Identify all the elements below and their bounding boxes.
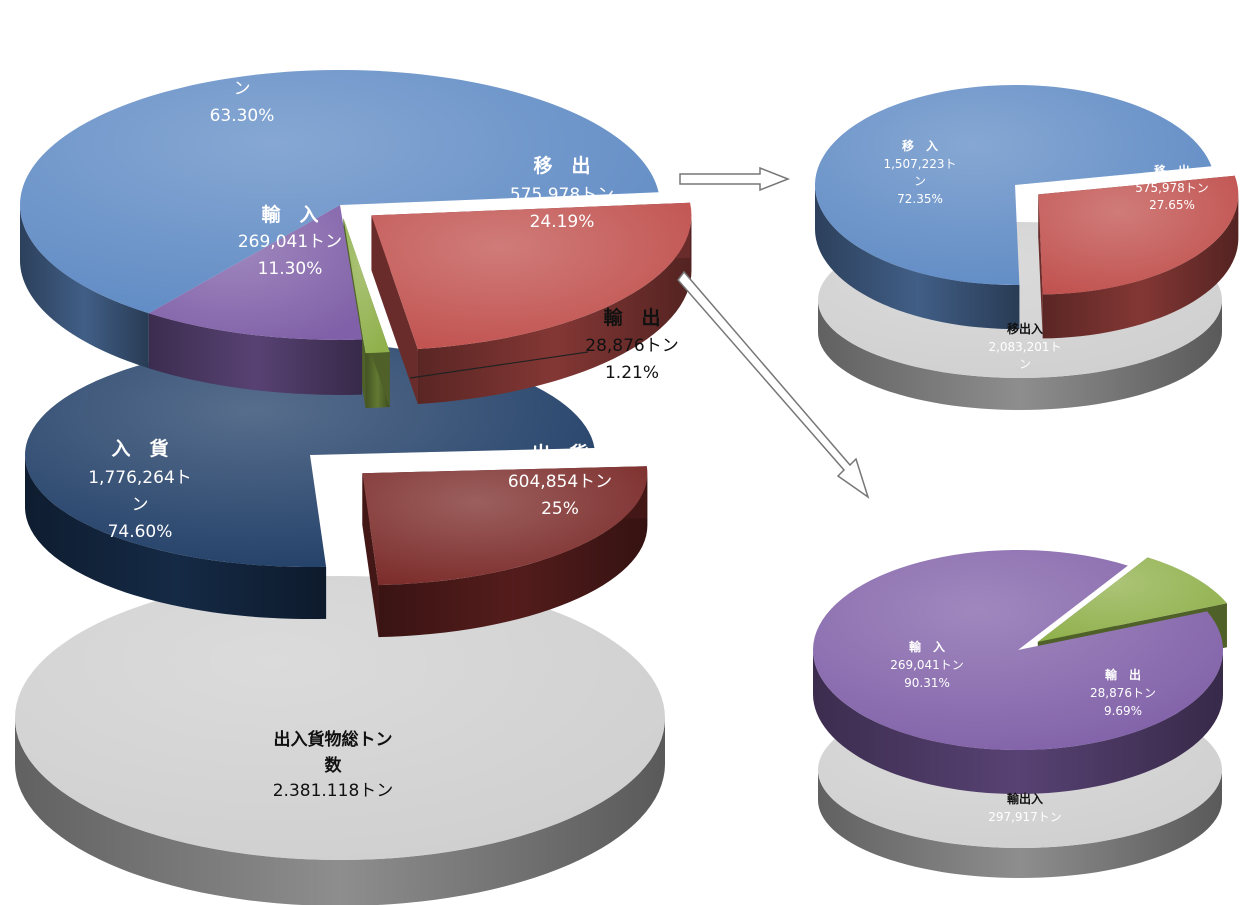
pie-shine — [814, 84, 1212, 286]
svg-text:269,041トン: 269,041トン — [238, 232, 342, 252]
svg-text:575,978トン: 575,978トン — [1135, 181, 1209, 195]
pie-side-shade — [1042, 194, 1239, 339]
svg-text:1,507,223ト: 1,507,223ト — [190, 51, 294, 71]
svg-text:575,978トン: 575,978トン — [510, 185, 614, 205]
pie-side-shade — [148, 313, 363, 395]
svg-text:9.69%: 9.69% — [1104, 704, 1142, 718]
svg-text:90.31%: 90.31% — [904, 676, 950, 690]
svg-text:72.35%: 72.35% — [897, 192, 943, 206]
pie-side-shade — [818, 300, 1222, 410]
pie-shine — [20, 70, 659, 314]
svg-text:輸 入: 輸 入 — [909, 639, 945, 654]
pie-side-shade — [818, 770, 1222, 878]
svg-text:輸 出: 輸 出 — [1105, 667, 1141, 682]
svg-text:移出入: 移出入 — [1007, 321, 1043, 336]
label-for-in: 輸 入 269,041トン 90.31% — [890, 639, 964, 690]
svg-text:2.381.118トン: 2.381.118トン — [273, 781, 394, 801]
pie-side-shade — [378, 473, 648, 638]
pie-shine — [1038, 175, 1239, 295]
pie-cut-out_domestic — [1038, 194, 1043, 339]
export-leader-line — [409, 351, 589, 379]
svg-text:出入貨物総トン: 出入貨物総トン — [274, 729, 393, 750]
pie-side-shade — [417, 215, 692, 405]
foreign-detail-pie — [813, 550, 1227, 878]
svg-text:28,876トン: 28,876トン — [585, 336, 678, 356]
svg-text:1,507,223ト: 1,507,223ト — [883, 157, 956, 171]
label-inbound: 入 貨 1,776,264ト ン 74.60% — [88, 437, 192, 542]
label-for-base: 輸出入 297,917トン — [988, 791, 1062, 824]
svg-text:移 出: 移 出 — [533, 154, 590, 177]
svg-text:移 出: 移 出 — [1154, 163, 1190, 178]
pie-shine — [813, 550, 1224, 751]
base-layer-pie — [14, 575, 666, 905]
svg-text:輸出入: 輸出入 — [1007, 791, 1043, 806]
pie-side-shade — [813, 650, 1223, 794]
pie-shine — [371, 202, 692, 350]
arrow-to-domestic-detail — [679, 166, 791, 192]
svg-text:数: 数 — [325, 755, 343, 776]
pie-side-shade — [15, 718, 665, 905]
svg-text:604,854トン: 604,854トン — [508, 472, 612, 492]
label-for-out: 輸 出 28,876トン 9.69% — [1090, 667, 1156, 718]
svg-text:ン: ン — [234, 79, 251, 99]
svg-text:1.21%: 1.21% — [605, 363, 659, 383]
domestic-detail-pie — [814, 84, 1239, 410]
label-export: 輸 出 28,876トン 1.21% — [585, 306, 678, 383]
pie-cut-outbound — [362, 473, 379, 638]
svg-text:輸 出: 輸 出 — [603, 306, 660, 329]
pie-cut-out_domestic — [371, 215, 418, 405]
svg-text:ン: ン — [132, 495, 149, 515]
label-import: 輸 入 269,041トン 11.30% — [238, 203, 342, 279]
pie-shine — [362, 466, 648, 586]
svg-text:ン: ン — [1019, 357, 1031, 371]
top-layer-pie — [20, 70, 692, 409]
label-dom-base: 移出入 2,083,201ト ン — [988, 321, 1061, 371]
svg-text:28,876トン: 28,876トン — [1090, 686, 1156, 700]
svg-text:1,776,264ト: 1,776,264ト — [88, 468, 192, 488]
label-total: 出入貨物総トン 数 2.381.118トン — [273, 729, 394, 801]
svg-text:27.65%: 27.65% — [1149, 198, 1195, 212]
svg-text:入 貨: 入 貨 — [111, 437, 168, 460]
svg-text:ン: ン — [914, 174, 926, 188]
svg-text:74.60%: 74.60% — [108, 522, 173, 542]
pie-shine — [343, 218, 390, 354]
label-out-domestic: 移 出 575,978トン 24.19% — [510, 154, 614, 232]
pie-side-shade — [25, 455, 327, 619]
label-outbound: 出 貨 604,854トン 25% — [508, 442, 612, 519]
svg-text:269,041トン: 269,041トン — [890, 658, 964, 672]
label-dom-in: 移 入 1,507,223ト ン 72.35% — [883, 138, 956, 206]
pie-shine — [1037, 557, 1227, 642]
svg-text:24.19%: 24.19% — [530, 212, 595, 232]
pie-side-shade — [20, 205, 149, 369]
svg-text:2,083,201ト: 2,083,201ト — [988, 340, 1061, 354]
svg-text:25%: 25% — [541, 499, 579, 519]
svg-text:11.30%: 11.30% — [258, 259, 323, 279]
label-in-domestic: 移 入 1,507,223ト ン 63.30% — [190, 22, 294, 126]
svg-text:297,917トン: 297,917トン — [988, 810, 1062, 824]
svg-text:移 入: 移 入 — [902, 138, 938, 153]
svg-text:63.30%: 63.30% — [210, 106, 275, 126]
svg-text:移 入: 移 入 — [213, 22, 270, 45]
svg-text:出 貨: 出 貨 — [531, 442, 588, 465]
pie-shine — [148, 205, 363, 340]
svg-text:輸 入: 輸 入 — [261, 203, 318, 226]
arrow-to-foreign-detail — [677, 270, 870, 499]
pie-shine — [14, 575, 666, 861]
label-dom-out: 移 出 575,978トン 27.65% — [1135, 163, 1209, 212]
pie-side-shade — [815, 185, 1020, 329]
